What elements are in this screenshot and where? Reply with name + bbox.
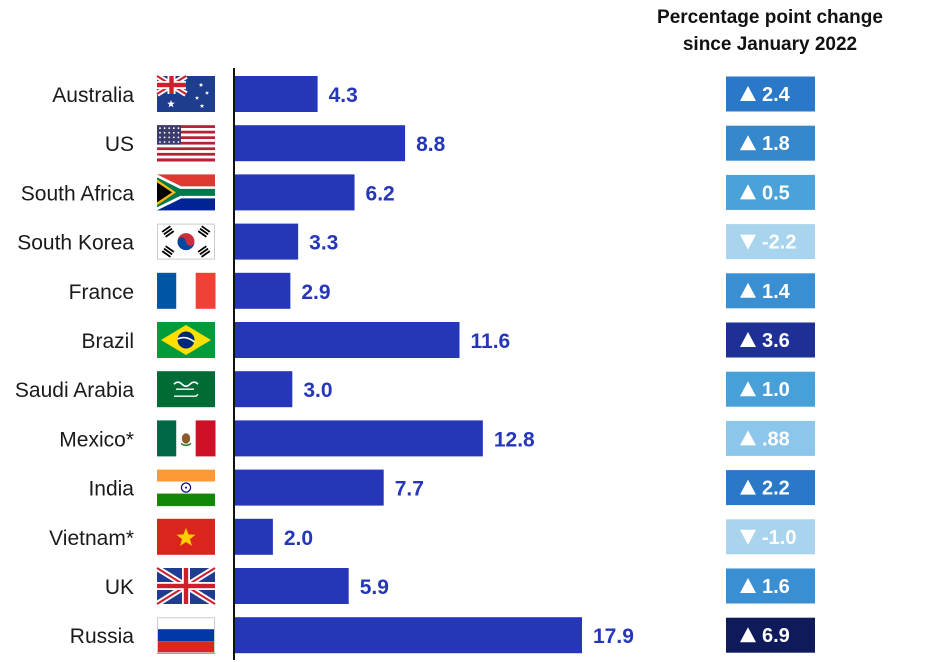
up-triangle-icon [740,430,756,446]
change-label-vietnam: -1.0 [762,527,796,549]
change-box-russia [726,617,815,653]
value-label-south-africa: 6.2 [366,182,395,205]
change-box-mexico [726,420,815,456]
bar-india [234,469,384,506]
change-box-india [726,470,815,506]
up-triangle-icon [740,381,756,397]
country-label-south-africa: South Africa [21,182,135,205]
country-label-saudi-arabia: Saudi Arabia [15,379,134,402]
value-label-australia: 4.3 [329,84,358,107]
bar-vietnam [234,518,273,555]
change-box-south-korea [726,224,815,260]
change-header-line-2: since January 2022 [682,34,858,55]
south-africa-flag-icon [157,174,215,211]
bar-brazil [234,322,460,358]
value-label-vietnam: 2.0 [284,527,313,550]
bar-south-korea [234,223,299,260]
value-label-south-korea: 3.3 [309,232,338,255]
value-label-india: 7.7 [395,478,424,501]
change-label-south-africa: 0.5 [762,182,790,204]
country-label-mexico: Mexico* [59,428,134,451]
change-label-brazil: 3.6 [762,330,790,352]
value-label-uk: 5.9 [360,576,389,599]
brazil-flag-icon [157,322,215,358]
change-label-saudi-arabia: 1.0 [762,379,790,401]
uk-flag-icon [155,565,217,607]
mexico-flag-icon [157,420,216,457]
country-label-south-korea: South Korea [17,232,134,255]
change-box-brazil [726,322,815,358]
change-box-south-africa [726,174,815,210]
country-label-uk: UK [105,576,134,599]
change-label-australia: 2.4 [762,84,791,106]
country-label-us: US [105,133,134,156]
india-flag-icon [157,469,215,507]
change-label-south-korea: -2.2 [762,232,796,254]
country-label-russia: Russia [70,625,135,648]
up-triangle-icon [740,135,756,151]
change-box-uk [726,568,815,604]
value-label-russia: 17.9 [593,625,634,648]
change-label-mexico: .88 [762,428,790,450]
change-column-header: Percentage point change since January 20… [630,4,910,58]
value-label-mexico: 12.8 [494,428,535,451]
change-box-australia [726,76,815,112]
saudi-arabia-flag-icon [157,371,215,408]
vietnam-flag-icon [157,518,215,555]
country-label-australia: Australia [52,84,134,107]
up-triangle-icon [740,627,756,643]
value-label-brazil: 11.6 [471,330,511,353]
us-flag-icon [157,125,215,162]
change-box-france [726,273,815,309]
up-triangle-icon [740,282,756,298]
russia-flag-icon [157,617,215,654]
change-label-france: 1.4 [762,281,791,303]
bar-russia [234,617,582,654]
value-label-us: 8.8 [416,133,446,156]
country-label-france: France [69,281,134,304]
change-label-india: 2.2 [762,478,790,500]
country-label-india: India [88,478,134,501]
change-label-russia: 6.9 [762,625,790,647]
down-triangle-icon [740,234,756,250]
up-triangle-icon [740,184,756,200]
change-label-us: 1.8 [762,133,790,155]
bar-south-africa [234,174,355,211]
bar-australia [234,76,318,112]
bar-france [234,272,291,309]
change-label-uk: 1.6 [762,576,790,598]
bar-uk [234,568,349,604]
bar-saudi-arabia [234,371,293,408]
bar-mexico [234,420,483,457]
up-triangle-icon [740,578,756,593]
up-triangle-icon [740,86,756,101]
up-triangle-icon [740,479,756,495]
country-label-brazil: Brazil [81,330,134,353]
south-korea-flag-icon [157,223,215,260]
france-flag-icon [157,272,216,309]
change-box-us [726,125,815,161]
bar-us [234,125,406,162]
down-triangle-icon [740,529,756,545]
value-label-france: 2.9 [301,281,330,304]
australia-flag-icon [155,73,215,112]
country-label-vietnam: Vietnam* [49,527,134,550]
up-triangle-icon [740,332,756,347]
change-box-saudi-arabia [726,371,815,407]
change-box-vietnam [726,519,815,555]
change-header-line-1: Percentage point change [657,7,883,28]
value-label-saudi-arabia: 3.0 [303,379,332,402]
